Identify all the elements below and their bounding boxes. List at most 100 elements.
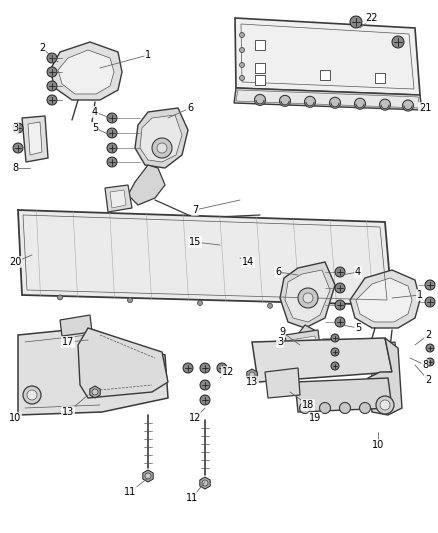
Circle shape xyxy=(379,99,391,110)
Polygon shape xyxy=(295,378,392,412)
Circle shape xyxy=(335,317,345,327)
Circle shape xyxy=(335,300,345,310)
Text: 7: 7 xyxy=(192,205,198,215)
Polygon shape xyxy=(370,342,398,378)
Circle shape xyxy=(47,95,57,105)
Circle shape xyxy=(380,400,390,410)
Polygon shape xyxy=(18,210,392,305)
Circle shape xyxy=(27,390,37,400)
Polygon shape xyxy=(58,50,114,94)
Text: 4: 4 xyxy=(92,107,98,117)
Circle shape xyxy=(254,94,265,106)
Polygon shape xyxy=(105,185,132,212)
Circle shape xyxy=(426,344,434,352)
Text: 3: 3 xyxy=(12,123,18,133)
Circle shape xyxy=(331,362,339,370)
Polygon shape xyxy=(285,330,322,370)
Polygon shape xyxy=(143,470,153,482)
Circle shape xyxy=(23,386,41,404)
Text: 5: 5 xyxy=(355,323,361,333)
Circle shape xyxy=(300,402,311,414)
Circle shape xyxy=(13,123,23,133)
Polygon shape xyxy=(135,108,188,168)
Circle shape xyxy=(200,363,210,373)
Text: 22: 22 xyxy=(366,13,378,23)
Polygon shape xyxy=(78,328,168,398)
Polygon shape xyxy=(375,73,385,83)
Circle shape xyxy=(152,138,172,158)
Text: 2: 2 xyxy=(425,330,431,340)
Polygon shape xyxy=(50,42,122,100)
Text: 8: 8 xyxy=(422,360,428,370)
Circle shape xyxy=(339,402,350,414)
Text: 8: 8 xyxy=(12,163,18,173)
Circle shape xyxy=(268,303,272,308)
Polygon shape xyxy=(247,369,257,381)
Polygon shape xyxy=(285,325,318,362)
Circle shape xyxy=(329,97,340,108)
Text: 1: 1 xyxy=(417,290,423,300)
Circle shape xyxy=(426,358,434,366)
Circle shape xyxy=(57,295,63,300)
Polygon shape xyxy=(290,336,318,366)
Polygon shape xyxy=(128,165,165,205)
Text: 2: 2 xyxy=(39,43,45,53)
Circle shape xyxy=(331,334,339,342)
Circle shape xyxy=(240,76,244,80)
Polygon shape xyxy=(350,270,420,328)
Circle shape xyxy=(249,372,255,378)
Circle shape xyxy=(298,288,318,308)
Circle shape xyxy=(200,380,210,390)
Circle shape xyxy=(331,348,339,356)
Text: 10: 10 xyxy=(372,440,384,450)
Polygon shape xyxy=(375,348,392,374)
Text: 10: 10 xyxy=(9,413,21,423)
Text: 18: 18 xyxy=(302,400,314,410)
Circle shape xyxy=(107,143,117,153)
Polygon shape xyxy=(110,190,126,208)
Polygon shape xyxy=(255,75,265,85)
Circle shape xyxy=(198,301,202,305)
Circle shape xyxy=(47,53,57,63)
Polygon shape xyxy=(22,116,48,162)
Polygon shape xyxy=(255,63,265,73)
Polygon shape xyxy=(140,115,182,162)
Text: 4: 4 xyxy=(355,267,361,277)
Polygon shape xyxy=(90,386,100,398)
Circle shape xyxy=(335,267,345,277)
Circle shape xyxy=(403,100,413,111)
Polygon shape xyxy=(280,262,335,328)
Polygon shape xyxy=(255,40,265,50)
Circle shape xyxy=(376,396,394,414)
Text: 11: 11 xyxy=(186,493,198,503)
Circle shape xyxy=(47,67,57,77)
Circle shape xyxy=(319,402,331,414)
Circle shape xyxy=(183,363,193,373)
Circle shape xyxy=(354,98,365,109)
Circle shape xyxy=(392,36,404,48)
Polygon shape xyxy=(28,122,42,155)
Polygon shape xyxy=(265,368,300,398)
Circle shape xyxy=(92,389,98,395)
Circle shape xyxy=(47,81,57,91)
Circle shape xyxy=(425,280,435,290)
Text: 20: 20 xyxy=(9,257,21,267)
Polygon shape xyxy=(356,278,412,322)
Polygon shape xyxy=(236,90,420,108)
Polygon shape xyxy=(18,328,168,415)
Text: 2: 2 xyxy=(425,375,431,385)
Circle shape xyxy=(360,402,371,414)
Polygon shape xyxy=(234,88,422,110)
Text: 12: 12 xyxy=(189,413,201,423)
Circle shape xyxy=(13,143,23,153)
Text: 19: 19 xyxy=(309,413,321,423)
Polygon shape xyxy=(200,477,210,489)
Polygon shape xyxy=(60,315,92,336)
Circle shape xyxy=(217,363,227,373)
Circle shape xyxy=(303,293,313,303)
Polygon shape xyxy=(235,18,420,95)
Circle shape xyxy=(240,47,244,52)
Circle shape xyxy=(425,297,435,307)
Text: 3: 3 xyxy=(277,337,283,347)
Circle shape xyxy=(200,395,210,405)
